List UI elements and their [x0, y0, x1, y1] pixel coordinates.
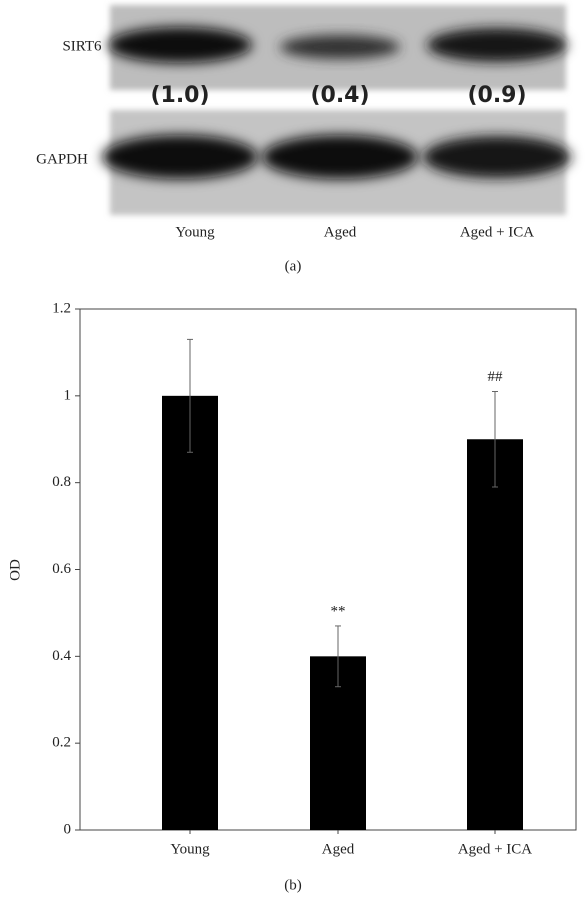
- caption: (a): [285, 258, 302, 274]
- figure: SIRT6 GAPDH (1.0) (0.4) (0.9) Young Aged…: [0, 0, 586, 902]
- page: SIRT6 GAPDH (1.0) (0.4) (0.9) Young Aged…: [0, 0, 586, 902]
- bar: [467, 439, 523, 830]
- bar: [162, 396, 218, 830]
- band: [262, 135, 418, 179]
- x-tick-label: Young: [170, 841, 210, 857]
- band: [427, 28, 567, 62]
- band: [423, 136, 571, 178]
- caption: (b): [284, 877, 302, 893]
- x-tick-label: Aged: [322, 841, 355, 857]
- significance-label: **: [331, 603, 346, 619]
- ratio-label: (0.4): [310, 83, 369, 108]
- ratio-label: (1.0): [150, 83, 209, 108]
- blot: SIRT6 GAPDH (1.0) (0.4) (0.9) Young Aged…: [36, 5, 571, 274]
- lane-label: Young: [175, 224, 215, 240]
- y-tick-label: 0.6: [52, 561, 71, 577]
- lane-label: Aged + ICA: [460, 224, 534, 240]
- band: [102, 135, 258, 179]
- significance-label: ##: [488, 369, 504, 385]
- band: [108, 27, 252, 63]
- x-tick-label: Aged + ICA: [458, 841, 532, 857]
- y-tick-label: 1: [64, 387, 72, 403]
- row-label: SIRT6: [62, 38, 102, 54]
- band: [280, 35, 400, 59]
- y-tick-label: 0.4: [52, 648, 71, 664]
- y-tick-label: 0.8: [52, 474, 71, 490]
- y-tick-label: 0: [64, 821, 72, 837]
- ratio-label: (0.9): [467, 83, 526, 108]
- y-tick-label: 1.2: [52, 300, 71, 316]
- lane-label: Aged: [324, 224, 357, 240]
- y-axis-label: OD: [7, 559, 23, 581]
- y-tick-label: 0.2: [52, 735, 71, 751]
- row-label: GAPDH: [36, 151, 88, 167]
